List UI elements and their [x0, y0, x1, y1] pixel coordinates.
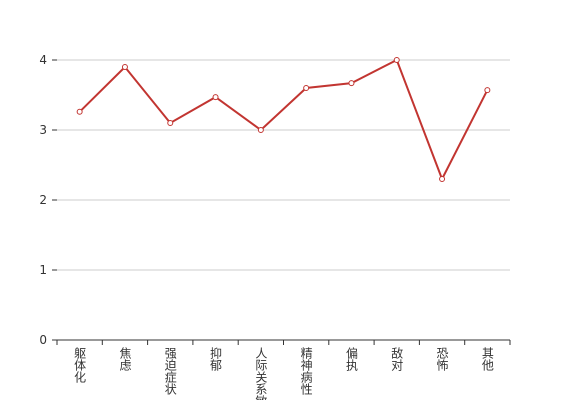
point: [439, 176, 446, 182]
line: [78, 58, 489, 182]
x-tick-label: 恐怖: [435, 347, 449, 371]
point: [76, 108, 83, 115]
y-tick-label: 4: [39, 53, 47, 67]
y-tick-label: 1: [39, 263, 47, 277]
x-tick-label: 敌对: [390, 346, 404, 371]
point: [303, 85, 310, 91]
point: [348, 80, 355, 87]
x-tick-label: 强迫症状: [163, 347, 177, 395]
x-tick-label: 偏执: [344, 346, 358, 372]
point: [121, 64, 128, 70]
y-tick-label: 2: [39, 193, 47, 207]
point: [484, 87, 491, 94]
x-tick-label: 人际关系敏感: [254, 347, 268, 400]
x-tick-label: 焦虑: [118, 347, 132, 371]
x-tick-label: 其他: [480, 347, 494, 371]
x-tick-label: 躯体化: [73, 346, 87, 384]
y-tick-label: 3: [39, 123, 47, 137]
x-tick-label: 抑郁: [209, 346, 223, 372]
y-tick-label: 0: [39, 333, 47, 347]
point: [393, 57, 400, 63]
point: [212, 94, 219, 101]
point: [257, 127, 264, 133]
x-tick-label: 精神病性: [299, 347, 313, 396]
point: [167, 120, 174, 126]
